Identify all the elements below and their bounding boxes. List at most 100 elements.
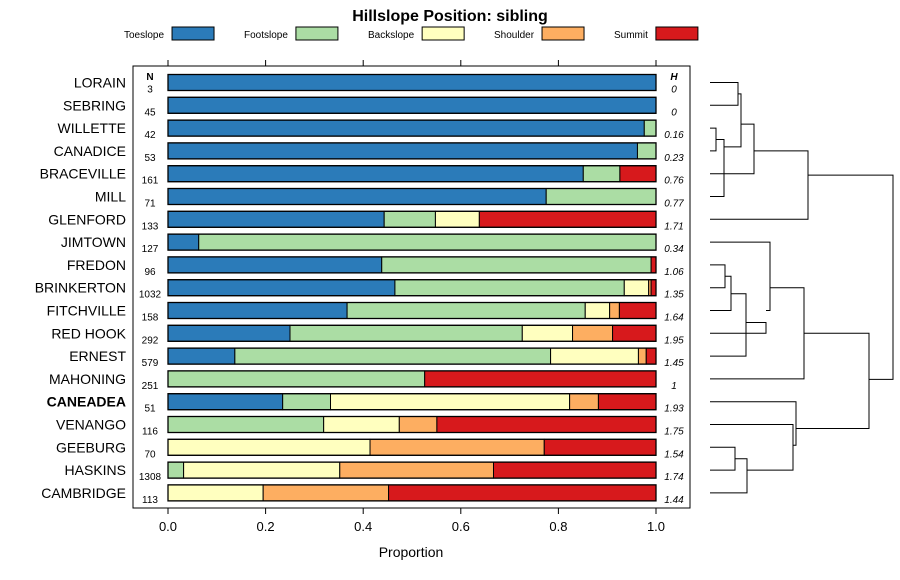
x-tick-label: 0.2	[257, 519, 275, 534]
bar-segment	[597, 393, 657, 411]
h-value: 1.45	[664, 358, 684, 369]
bar-outline	[167, 233, 657, 251]
legend-label: Footslope	[244, 30, 288, 41]
h-value: 0.16	[664, 130, 684, 141]
bar-segment	[167, 347, 236, 365]
bar-outline	[167, 210, 657, 228]
bar-segment	[434, 210, 480, 228]
bar-segment	[383, 210, 436, 228]
h-value: 0.34	[664, 244, 684, 255]
n-value: 158	[142, 313, 159, 324]
n-value: 133	[142, 221, 159, 232]
bar-segment	[167, 461, 185, 479]
bar-segment	[478, 210, 657, 228]
row-label: JIMTOWN	[61, 234, 126, 250]
n-value: 71	[144, 199, 156, 210]
row-label: BRINKERTON	[35, 280, 126, 296]
x-tick-label: 0.0	[159, 519, 177, 534]
bar-segment	[645, 347, 657, 365]
dendrogram	[710, 82, 894, 494]
row-label: GLENFORD	[48, 211, 126, 227]
bar-segment	[637, 347, 647, 365]
dendrogram-branch	[710, 424, 794, 471]
n-value: 127	[142, 244, 159, 255]
bar-outline	[167, 393, 657, 411]
bar-outline	[167, 347, 657, 365]
bar-outline	[167, 119, 657, 137]
h-value: 1.64	[664, 313, 684, 324]
bar-outline	[167, 415, 657, 434]
bar-segment	[346, 302, 586, 319]
x-tick-label: 0.8	[549, 519, 567, 534]
dendrogram-branch	[710, 293, 747, 357]
bar-outline	[167, 461, 657, 479]
legend-swatch	[541, 26, 585, 41]
bar-segment	[167, 165, 584, 183]
bar-outline	[167, 165, 657, 183]
h-value: 0	[671, 107, 677, 118]
x-axis: 0.0 0.2 0.4 0.6 0.8 1.0	[159, 60, 665, 534]
n-value: 3	[147, 85, 153, 96]
row-label: RED HOOK	[51, 325, 126, 341]
x-tick-label: 1.0	[647, 519, 665, 534]
dendrogram-branch	[710, 401, 797, 446]
x-tick-label: 0.4	[354, 519, 372, 534]
legend-swatch	[171, 26, 215, 41]
bar-segment	[584, 302, 611, 319]
bar-segment	[381, 256, 652, 274]
legend-label: Toeslope	[124, 30, 164, 41]
bar-segment	[167, 484, 264, 502]
n-value: 161	[142, 176, 159, 187]
bar-segment	[436, 416, 657, 433]
bar-segment	[167, 370, 426, 388]
bar-outline	[167, 370, 657, 388]
h-value: 1.06	[664, 267, 684, 278]
h-value: 1.44	[664, 495, 684, 506]
bar-segment	[609, 302, 620, 319]
h-value: 1.95	[664, 335, 684, 346]
bar-outline	[167, 279, 657, 297]
bar-segment	[636, 142, 657, 160]
dendrogram-branch	[710, 127, 717, 152]
bar-outline	[167, 96, 657, 114]
dendrogram-branch	[808, 174, 894, 380]
row-label: ERNEST	[69, 348, 126, 364]
bar-outline	[167, 438, 657, 456]
n-value: 292	[142, 335, 159, 346]
bar-segment	[612, 324, 657, 342]
bars	[167, 73, 657, 502]
n-value: 1308	[139, 472, 162, 483]
dendrogram-branch	[710, 458, 748, 494]
h-value: 0.77	[664, 199, 684, 210]
bar-segment	[167, 416, 325, 433]
bar-segment	[643, 119, 657, 137]
bar-segment	[572, 324, 614, 342]
bar-segment	[398, 416, 438, 433]
legend-swatch	[421, 26, 465, 41]
dendrogram-branch	[796, 332, 870, 429]
bar-segment	[183, 461, 341, 479]
n-value: 51	[144, 404, 156, 415]
bar-segment	[167, 188, 547, 205]
h-value: 0.23	[664, 153, 684, 164]
row-label: HASKINS	[65, 462, 126, 478]
bar-segment	[569, 393, 599, 411]
bar-segment	[289, 324, 523, 342]
row-labels: LORAIN SEBRING WILLETTE CANADICE BRACEVILLE M…	[35, 75, 127, 501]
bar-segment	[521, 324, 574, 342]
bar-outline	[167, 142, 657, 160]
bar-segment	[167, 279, 396, 297]
bar-segment	[167, 210, 385, 228]
bar-outline	[167, 73, 657, 92]
legend-swatch	[655, 26, 699, 41]
n-value: 42	[144, 130, 156, 141]
bar-segment	[623, 279, 650, 297]
dendrogram-branch	[710, 446, 736, 471]
bar-segment	[550, 347, 639, 365]
row-label: CANEADEA	[47, 394, 126, 410]
n-value: 116	[142, 427, 158, 438]
dendrogram-branch	[710, 82, 739, 106]
row-label: MAHONING	[49, 371, 126, 387]
dendrogram-branch	[724, 93, 742, 148]
